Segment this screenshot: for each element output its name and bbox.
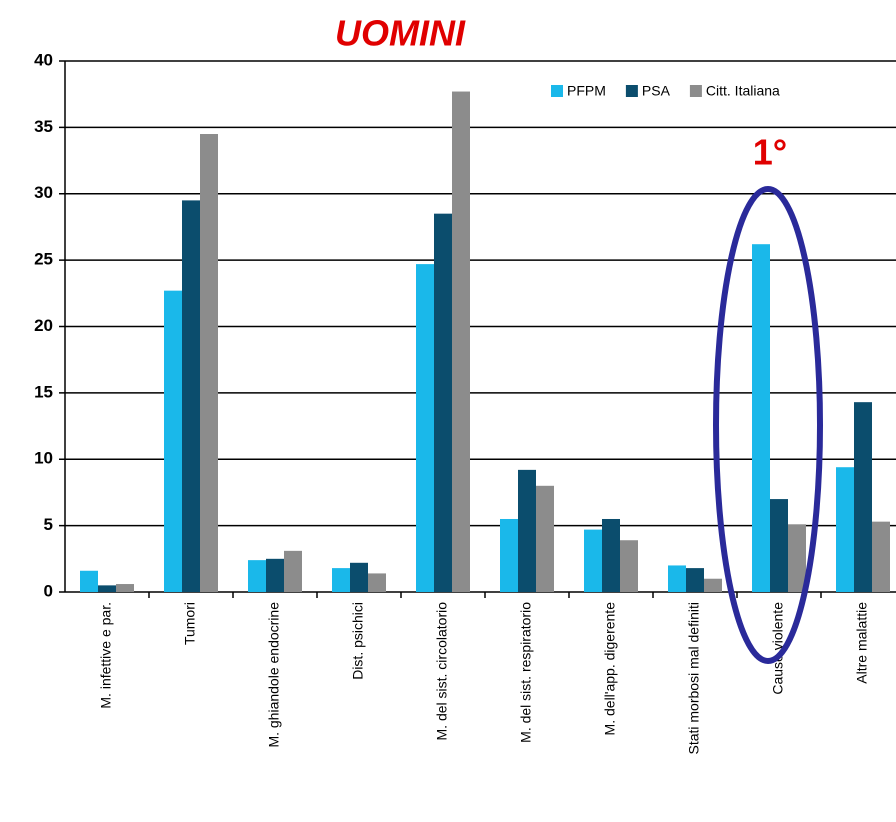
bar [602,518,620,592]
bar [248,560,266,592]
legend-label: PSA [642,83,671,99]
y-tick-label: 5 [44,515,53,534]
bar [452,91,470,592]
x-tick-label: M. dell'app. digerente [602,602,618,736]
bar [98,585,116,592]
bar [164,290,182,592]
y-tick-label: 20 [34,316,53,335]
x-tick-label: M. del sist. circolatorio [434,602,450,741]
bar [368,573,386,592]
legend-swatch [689,85,702,97]
x-tick-label: Stati morbosi mal definiti [686,602,702,755]
legend-label: PFPM [567,83,606,99]
x-tick-label: Altre malattie [854,602,870,684]
y-tick-label: 40 [34,50,53,69]
x-tick-label: M. ghiandole endocrine [266,602,282,748]
bar [80,570,98,592]
legend-label: Citt. Italiana [706,83,780,99]
bar [182,200,200,592]
bar [536,485,554,592]
x-tick-label: Tumori [182,602,198,645]
bar [266,558,284,592]
bar [434,213,452,592]
bar [620,540,638,592]
bar [836,467,854,592]
y-tick-label: 35 [34,117,53,136]
y-tick-label: 15 [34,382,53,401]
bar [284,550,302,592]
y-tick-label: 25 [34,250,53,269]
bar [668,565,686,592]
bar [116,584,134,592]
highlight-ellipse [713,186,823,664]
bar [500,518,518,592]
bar [752,244,770,592]
bar [200,134,218,592]
bar [788,524,806,592]
annotation: 1° [753,132,787,173]
bar [518,469,536,592]
chart-title: UOMINI [335,13,466,54]
x-tick-label: Dist. psichici [350,602,366,680]
x-tick-label: Cause violente [770,602,786,695]
y-tick-label: 0 [44,581,53,600]
bar [686,568,704,592]
bar [584,529,602,592]
y-tick-label: 30 [34,183,53,202]
legend-swatch [625,85,638,97]
bar [770,499,788,592]
bar [416,264,434,592]
legend-swatch [551,85,563,97]
x-tick-label: M. del sist. respiratorio [518,602,534,743]
bar [872,521,890,592]
bar [350,562,368,592]
y-tick-label: 10 [34,449,53,468]
bar [704,578,722,592]
bar [332,568,350,592]
x-tick-label: M. infettive e par. [98,602,114,709]
bar [854,402,872,592]
